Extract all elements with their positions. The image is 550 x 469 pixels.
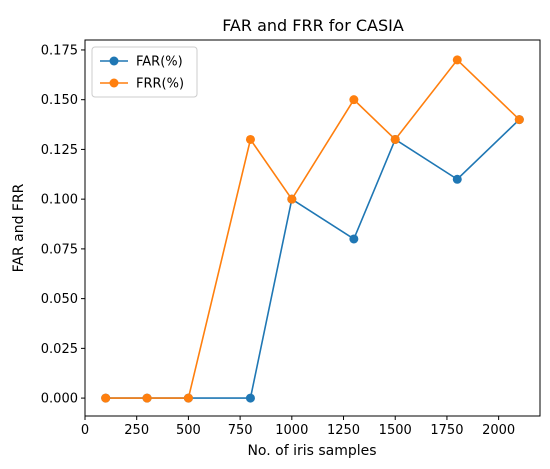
y-tick-label: 0.000 [41,392,78,407]
y-tick-label: 0.175 [41,43,78,58]
x-tick-label: 2000 [482,423,515,438]
y-tick-label: 0.125 [41,143,78,158]
x-tick-label: 1750 [430,423,463,438]
axes-frame [84,39,541,417]
series-2-point [101,393,111,403]
x-tick-label: 1000 [275,423,308,438]
x-tick-label: 750 [228,423,253,438]
y-tick-label: 0.025 [41,342,78,357]
series-2-point [349,95,359,105]
chart-title: FAR and FRR for CASIA [222,16,404,35]
x-tick-label: 500 [176,423,201,438]
x-axis: 0 250 500 750 1000 1250 1500 1750 2000 [81,416,515,438]
series-1-point [452,174,462,184]
y-tick-label: 0.050 [41,292,78,307]
x-tick-label: 0 [81,423,89,438]
series-2-point [390,134,400,144]
legend: FAR(%) FRR(%) [91,46,198,98]
y-tick-label: 0.075 [41,242,78,257]
x-tick-label: 1500 [379,423,412,438]
series-line-1 [105,119,520,399]
series-1-point [245,393,255,403]
y-axis-label: FAR and FRR [11,183,27,272]
x-tick-label: 1250 [327,423,360,438]
legend-marker [109,56,119,66]
series-2-point [245,134,255,144]
series-2-point [287,194,297,204]
y-tick-label: 0.150 [41,93,78,108]
legend-label: FRR(%) [136,77,184,92]
legend-label: FAR(%) [136,55,183,70]
x-axis-label: No. of iris samples [247,443,376,459]
series-line-2 [105,58,520,399]
series-2-point [452,55,462,65]
x-tick-label: 250 [124,423,149,438]
y-tick-label: 0.100 [41,193,78,208]
series-2-point [514,115,524,125]
series-1-point [349,234,359,244]
legend-box [91,46,198,98]
plot-area [101,55,524,403]
y-axis: 0.000 0.025 0.050 0.075 0.100 0.125 0.150 0.175 [41,43,85,407]
series-2-point [183,393,193,403]
legend-marker [109,78,119,88]
series-2-point [142,393,152,403]
